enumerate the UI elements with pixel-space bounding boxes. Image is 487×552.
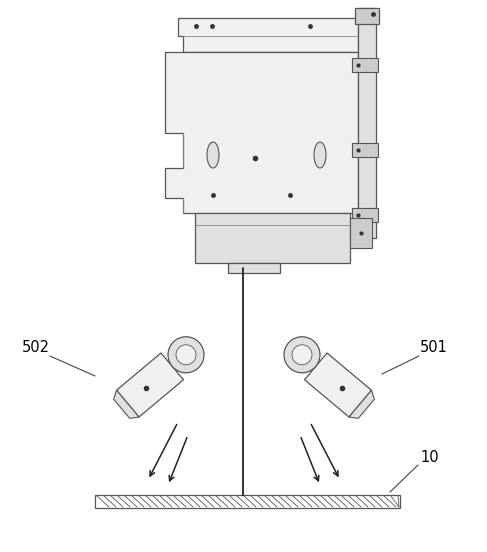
Ellipse shape [314,142,326,168]
Ellipse shape [168,337,204,373]
Polygon shape [349,390,375,418]
Bar [195,213,350,263]
Bar [355,8,379,24]
Ellipse shape [207,142,219,168]
Text: 502: 502 [22,340,50,355]
Bar [228,263,280,273]
Polygon shape [113,390,139,418]
Ellipse shape [292,345,312,365]
Ellipse shape [176,345,196,365]
Bar [352,143,378,157]
Polygon shape [304,353,372,417]
Bar [95,495,400,508]
Text: 10: 10 [420,450,439,465]
Bar [352,208,378,222]
Polygon shape [116,353,184,417]
Bar [358,8,376,238]
Text: 501: 501 [420,340,448,355]
Bar [350,218,372,248]
Polygon shape [178,18,358,52]
Ellipse shape [284,337,320,373]
Polygon shape [165,52,358,213]
Bar [352,58,378,72]
